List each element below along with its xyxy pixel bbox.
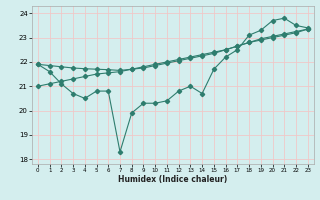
X-axis label: Humidex (Indice chaleur): Humidex (Indice chaleur)	[118, 175, 228, 184]
